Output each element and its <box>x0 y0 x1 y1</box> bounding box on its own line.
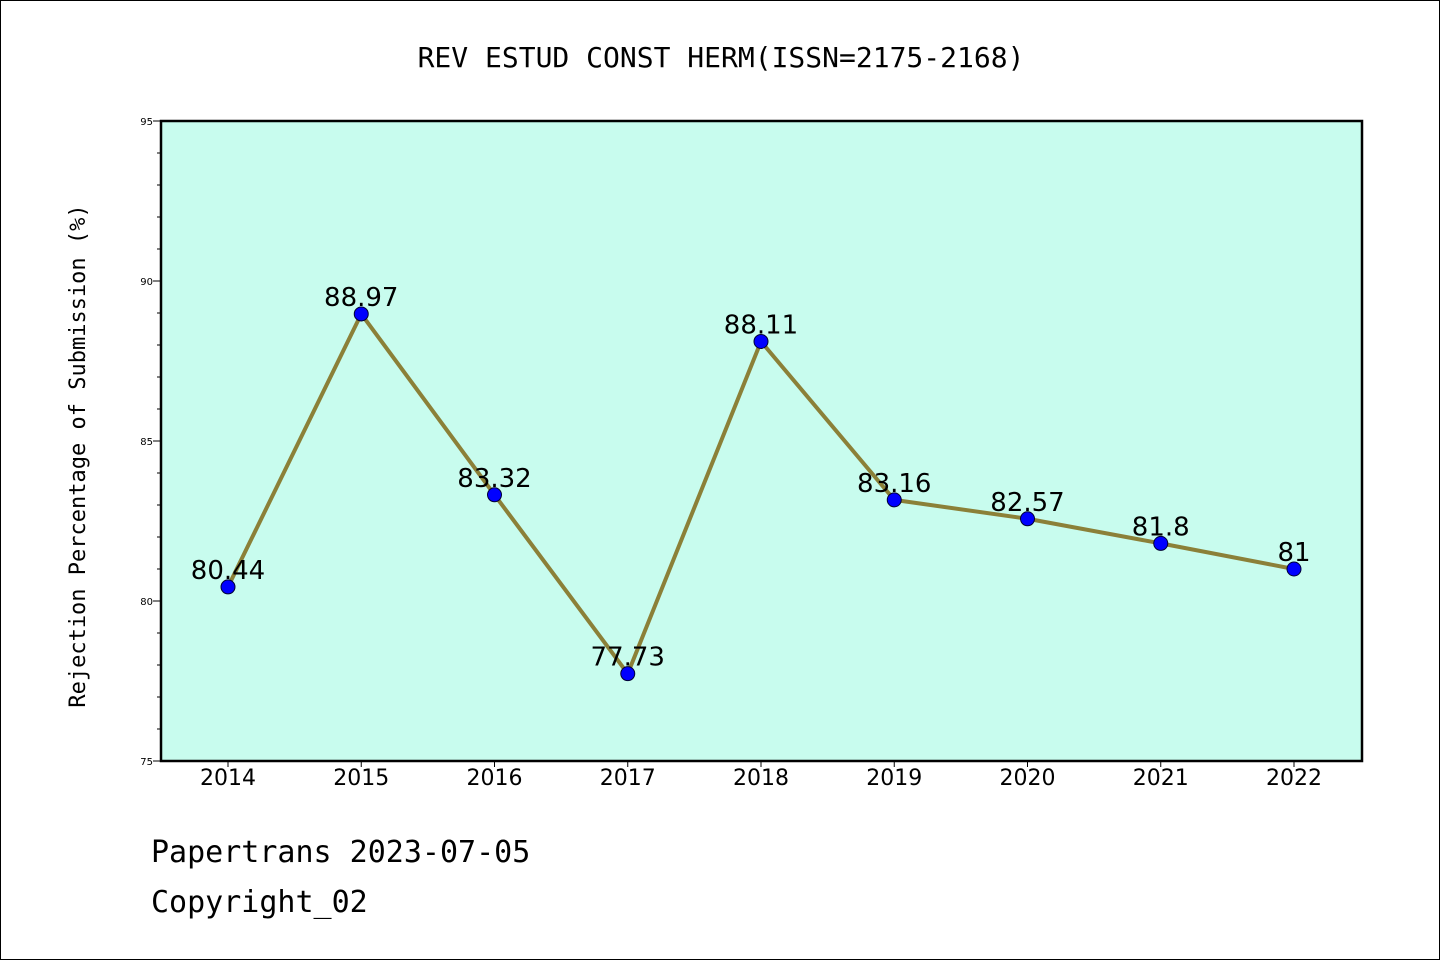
y-tick-label: 85 <box>140 437 153 448</box>
footer-date: Papertrans 2023-07-05 <box>151 835 531 870</box>
x-tick-label: 2019 <box>866 766 922 791</box>
data-point <box>1286 561 1302 577</box>
data-label: 82.57 <box>990 488 1064 518</box>
x-tick-label: 2020 <box>1000 766 1056 791</box>
x-tick-label: 2015 <box>333 766 389 791</box>
data-label: 81.8 <box>1132 512 1190 542</box>
footer-copyright: Copyright_02 <box>151 885 368 920</box>
plot-area <box>159 119 1364 763</box>
data-point <box>220 579 236 595</box>
data-label: 81 <box>1277 538 1310 568</box>
data-label: 80.44 <box>191 556 265 586</box>
y-tick-label: 75 <box>140 757 153 768</box>
x-tick-label: 2022 <box>1266 766 1322 791</box>
data-point <box>886 492 902 508</box>
series-layer <box>220 306 1302 682</box>
y-tick-label: 95 <box>140 117 153 128</box>
data-point <box>753 333 769 349</box>
chart-title: REV ESTUD CONST HERM(ISSN=2175-2168) <box>418 41 1025 74</box>
y-axis-label: Rejection Percentage of Submission (%) <box>66 204 91 707</box>
x-tick-label: 2016 <box>467 766 523 791</box>
y-tick-label: 80 <box>140 597 153 608</box>
x-tick-label: 2014 <box>200 766 256 791</box>
axis-ticks: 75 80 85 90 95 2014 2015 2016 2017 2018 2019 2020 20… <box>140 117 1322 791</box>
x-tick-label: 2018 <box>733 766 789 791</box>
data-label: 83.16 <box>857 469 931 499</box>
data-label: 77.73 <box>591 643 665 673</box>
data-label: 83.32 <box>457 464 531 494</box>
data-point <box>1153 535 1169 551</box>
y-tick-label: 90 <box>140 277 153 288</box>
data-label: 88.11 <box>724 310 798 340</box>
data-labels: 80.44 88.97 83.32 77.73 88.11 83.16 82.57 81.8 8… <box>191 283 1311 673</box>
x-tick-label: 2017 <box>600 766 656 791</box>
x-tick-label: 2021 <box>1133 766 1189 791</box>
data-point <box>353 306 369 322</box>
data-point <box>487 487 502 503</box>
data-point <box>620 666 636 682</box>
data-point <box>1020 511 1035 527</box>
data-label: 88.97 <box>324 283 398 313</box>
